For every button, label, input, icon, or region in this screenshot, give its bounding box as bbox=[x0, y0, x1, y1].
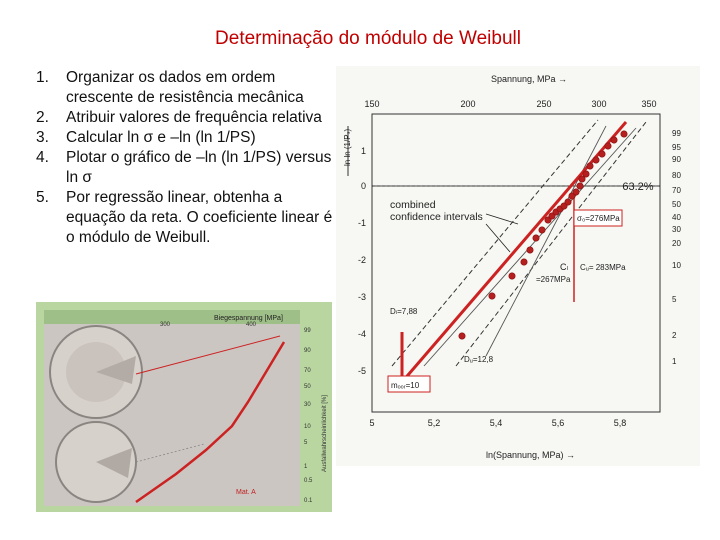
step-text: Atribuir valores de frequência relativa bbox=[66, 109, 322, 126]
left-tick: -5 bbox=[358, 366, 366, 376]
left-tick: -4 bbox=[358, 329, 366, 339]
fracture-top-tick: 300 bbox=[160, 322, 171, 328]
fracture-right-tick: 70 bbox=[304, 368, 311, 374]
right-tick: 20 bbox=[672, 239, 681, 248]
m-label: mₒₒᵣ=10 bbox=[391, 381, 420, 390]
fracture-right-tick: 90 bbox=[304, 348, 311, 354]
left-tick: -3 bbox=[358, 292, 366, 302]
right-tick: 40 bbox=[672, 213, 681, 222]
legend-combined: combined bbox=[390, 199, 436, 211]
sigma0-label: σ₀=276MPa bbox=[577, 214, 620, 223]
cu-label: Cᵤ= 283MPa bbox=[580, 263, 626, 272]
fracture-right-tick: 50 bbox=[304, 384, 311, 390]
top-tick: 150 bbox=[364, 99, 379, 109]
sigma0-box bbox=[573, 209, 623, 227]
step-number: 4. bbox=[36, 149, 49, 166]
m-box bbox=[387, 375, 431, 393]
top-axis-label: Spannung, MPa → bbox=[491, 74, 567, 84]
top-tick: 200 bbox=[460, 99, 475, 109]
step-number: 5. bbox=[36, 189, 49, 206]
left-tick: -2 bbox=[358, 255, 366, 265]
slide-title: Determinação do módulo de Weibull bbox=[215, 28, 521, 49]
data-points bbox=[458, 130, 628, 340]
top-tick: 250 bbox=[536, 99, 551, 109]
bottom-tick: 5,8 bbox=[614, 418, 627, 428]
fracture-right-tick: 30 bbox=[304, 402, 311, 408]
svg-text:ln ln (1/Pₛ): ln ln (1/Pₛ) bbox=[343, 128, 352, 166]
step-number: 1. bbox=[36, 69, 49, 86]
bottom-tick: 5,4 bbox=[490, 418, 503, 428]
bottom-axis-label: ln(Spannung, MPa) → bbox=[486, 450, 575, 460]
pct-label: 63.2% bbox=[622, 181, 653, 193]
right-tick: 99 bbox=[672, 129, 681, 138]
step-number: 3. bbox=[36, 129, 49, 146]
right-tick: 95 bbox=[672, 143, 681, 152]
right-tick: 80 bbox=[672, 171, 681, 180]
top-tick: 350 bbox=[641, 99, 656, 109]
bottom-tick: 5,6 bbox=[552, 418, 565, 428]
step-text: Por regressão linear, obtenha a equação … bbox=[66, 189, 333, 246]
left-tick: -1 bbox=[358, 218, 366, 228]
du-label: Dᵤ=12,8 bbox=[464, 355, 494, 364]
step-item: 4. Plotar o gráfico de –ln (ln 1/PS) vers… bbox=[36, 148, 336, 188]
right-tick: 50 bbox=[672, 200, 681, 209]
bottom-tick: 5,2 bbox=[428, 418, 441, 428]
step-item: 1. Organizar os dados em ordem crescente … bbox=[36, 68, 336, 108]
step-item: 3. Calcular ln σ e –ln (ln 1/PS) bbox=[36, 128, 336, 148]
step-item: 5. Por regressão linear, obtenha a equaçã… bbox=[36, 188, 336, 248]
connector-top bbox=[135, 335, 281, 375]
steps-list: 1. Organizar os dados em ordem crescente … bbox=[36, 68, 336, 248]
fracture-top-tick: 400 bbox=[246, 322, 257, 328]
cl-value: =267MPa bbox=[536, 275, 571, 284]
cl-label: Cₗ bbox=[560, 262, 568, 272]
step-number: 2. bbox=[36, 109, 49, 126]
ci-upper-line bbox=[391, 119, 599, 367]
weibull-plot-figure: Spannung, MPa → 150 200 250 300 350 ln l… bbox=[336, 66, 700, 466]
legend-ci: confidence intervals bbox=[390, 211, 483, 223]
fracture-top-label: Biegespannung [MPa] bbox=[214, 315, 283, 322]
fracture-right-tick: 0.1 bbox=[304, 498, 313, 504]
step-item: 2. Atribuir valores de frequência relativ… bbox=[36, 108, 336, 128]
fracture-plot-figure: Biegespannung [MPa] 300 400 99 90 70 50 … bbox=[36, 302, 332, 512]
right-tick: 5 bbox=[672, 295, 677, 304]
fracture-right-tick: 10 bbox=[304, 424, 311, 430]
bottom-tick: 5 bbox=[369, 418, 374, 428]
fracture-right-tick: 1 bbox=[304, 464, 308, 470]
ci-inner-line bbox=[485, 125, 607, 357]
left-tick: 1 bbox=[361, 146, 366, 156]
ci-lower-line bbox=[455, 121, 647, 367]
fracture-right-tick: 0.5 bbox=[304, 478, 313, 484]
top-tick: 300 bbox=[591, 99, 606, 109]
fracture-caption: Mat. A bbox=[236, 489, 256, 496]
step-text: Plotar o gráfico de –ln (ln 1/PS) versus… bbox=[66, 149, 332, 186]
right-tick: 30 bbox=[672, 225, 681, 234]
fracture-right-axis-label: Ausfallwahrscheinlichkeit [%] bbox=[322, 395, 328, 472]
right-tick: 10 bbox=[672, 261, 681, 270]
right-tick: 70 bbox=[672, 186, 681, 195]
right-tick: 1 bbox=[672, 357, 677, 366]
right-tick: 90 bbox=[672, 155, 681, 164]
left-tick: 0 bbox=[361, 181, 366, 191]
fracture-curve bbox=[135, 341, 286, 504]
step-text: Organizar os dados em ordem crescente de… bbox=[66, 69, 304, 106]
plot-frame bbox=[371, 113, 661, 413]
step-text: Calcular ln σ e –ln (ln 1/PS) bbox=[66, 129, 256, 146]
right-tick: 2 bbox=[672, 331, 677, 340]
fracture-right-tick: 5 bbox=[304, 440, 308, 446]
fracture-right-tick: 99 bbox=[304, 328, 311, 334]
dl-label: Dₗ=7,88 bbox=[390, 307, 418, 316]
